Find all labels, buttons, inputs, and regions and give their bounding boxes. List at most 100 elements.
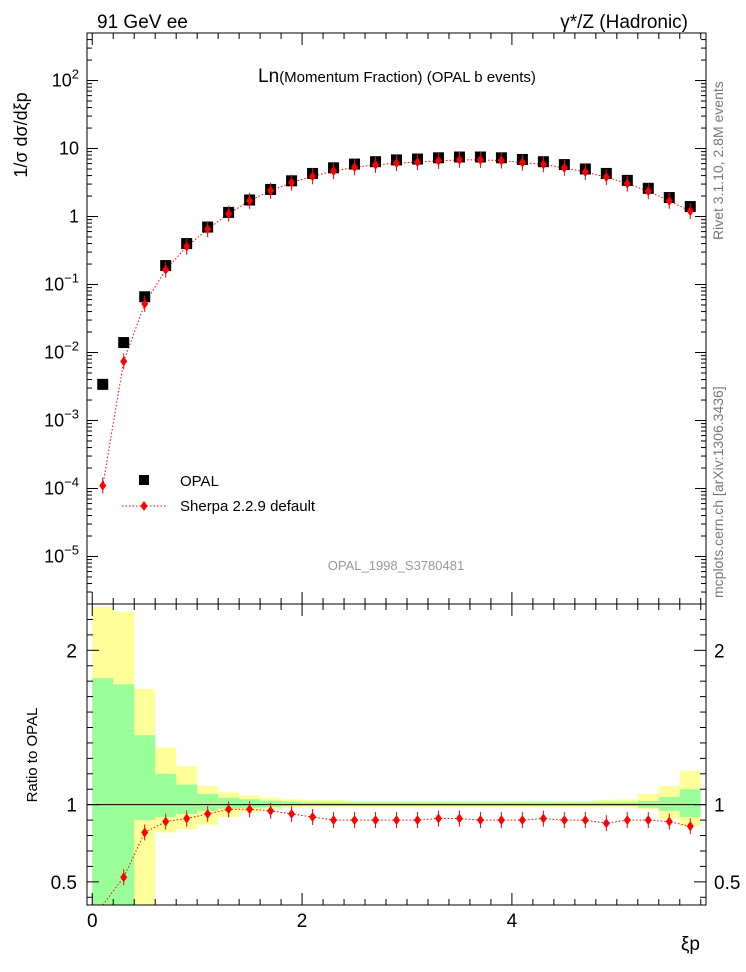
ratio-point (686, 821, 694, 832)
sherpa-point (497, 155, 505, 166)
opal-points (97, 151, 696, 390)
sherpa-point (434, 155, 442, 166)
ratio-axis-label: Ratio to OPAL (24, 708, 41, 803)
sherpa-point (393, 158, 400, 169)
main-y-ticks: 10−5 10−4 10−3 10−2 10−1 1 10 102 (44, 32, 706, 605)
sherpa-point (686, 206, 694, 217)
ratio-point (351, 815, 359, 826)
sherpa-point (665, 195, 673, 206)
ratio-point (120, 872, 128, 883)
ratio-point (665, 816, 673, 827)
ratio-point (183, 813, 191, 824)
ratio-point (623, 815, 631, 826)
ratio-point (644, 815, 652, 826)
ratio-point (330, 815, 338, 826)
ratio-inner-band-bin (155, 773, 177, 818)
opal-point (97, 378, 109, 390)
sherpa-point (413, 157, 421, 168)
legend-sherpa-label: Sherpa 2.2.9 default (180, 498, 316, 515)
main-y-tick-label: 1 (69, 207, 79, 227)
y-axis-label-text: 1/σ dσ/dξp (11, 92, 31, 177)
sherpa-point (288, 177, 296, 188)
sherpa-point (120, 356, 128, 367)
main-y-tick-label: 102 (52, 67, 79, 91)
ratio-panel: 0.5 0.5 1 1 2 2 0 2 4 Ratio to OPAL ξp (24, 603, 740, 955)
sherpa-point (246, 195, 254, 206)
ratio-point (246, 804, 254, 815)
plot-title-prefix: Ln (258, 66, 279, 87)
ratio-point (560, 815, 568, 826)
ratio-point (455, 813, 463, 824)
sherpa-point (351, 162, 359, 173)
sherpa-point (162, 264, 170, 275)
ratio-y-tick-label: 1 (66, 796, 77, 817)
ratio-point (288, 808, 296, 819)
ratio-outer-band (92, 607, 701, 905)
ratio-plot-frame (86, 603, 707, 906)
ratio-y-ticks: 0.5 0.5 1 1 2 2 (51, 618, 740, 898)
ratio-point (497, 815, 505, 826)
main-x-ticks (91, 33, 702, 604)
ratio-point (434, 813, 442, 824)
main-y-tick-label: 10 (59, 139, 79, 159)
sherpa-point (141, 298, 149, 309)
legend: OPAL Sherpa 2.2.9 default (122, 473, 316, 515)
sherpa-point (183, 241, 191, 252)
ratio-inner-band-bin (176, 784, 198, 814)
header-right: γ*/Z (Hadronic) (560, 12, 688, 33)
x-axis-label: ξp (681, 934, 700, 955)
legend-sherpa-marker (140, 501, 148, 511)
main-panel: 10−5 10−4 10−3 10−2 10−1 1 10 102 Ln(Momentum F… (11, 32, 707, 605)
y-axis-label: 1/σ dσ/dξp (11, 92, 31, 177)
main-y-tick-label: 10−5 (44, 542, 79, 566)
sherpa-point (99, 480, 107, 491)
ratio-x-ticks: 0 2 4 (87, 604, 702, 932)
ratio-inner-band-bin (92, 678, 114, 905)
ratio-inner-band-bin (281, 801, 303, 807)
ratio-point (225, 804, 233, 815)
ratio-point (204, 808, 212, 819)
side-label-rivet: Rivet 3.1.10, 2.8M events (710, 81, 726, 240)
header-left: 91 GeV ee (97, 12, 188, 33)
sherpa-point (372, 159, 380, 170)
sherpa-line (102, 159, 691, 486)
ratio-point (372, 815, 380, 826)
plot-title-rest: (Momentum Fraction) (OPAL b events) (279, 69, 536, 86)
main-y-tick-label: 10−2 (44, 338, 79, 362)
ratio-inner-band-bin (197, 793, 219, 811)
ratio-point (476, 815, 484, 826)
ratio-point (518, 815, 526, 826)
sherpa-point (581, 167, 589, 178)
sherpa-point (644, 186, 652, 197)
side-label-mcplots: mcplots.cern.ch [arXiv:1306.3436] (710, 386, 726, 598)
ratio-y-tick-label-right: 1 (714, 796, 725, 817)
legend-opal-label: OPAL (180, 473, 219, 490)
opal-point (118, 337, 130, 349)
sherpa-point (309, 171, 317, 182)
ratio-y-tick-label: 2 (66, 641, 77, 662)
x-tick-label: 2 (297, 911, 308, 932)
sherpa-point (225, 208, 233, 219)
ratio-y-tick-label-right: 0.5 (714, 873, 740, 894)
ratio-point (393, 815, 400, 826)
ratio-inner-band-bin (658, 796, 680, 811)
ratio-inner-band-bin (134, 735, 156, 821)
ratio-point (267, 805, 275, 816)
ratio-inner-band-bin (113, 684, 135, 905)
ratio-point (309, 812, 317, 823)
sherpa-point (560, 162, 568, 173)
ratio-point (539, 813, 547, 824)
sherpa-point (518, 157, 526, 168)
ratio-point (602, 818, 610, 829)
main-y-tick-label: 10−1 (44, 271, 79, 295)
x-tick-label: 0 (87, 911, 98, 932)
ratio-point (162, 816, 170, 827)
ratio-point (581, 815, 589, 826)
x-tick-label: 4 (507, 911, 518, 932)
ratio-y-tick-label: 0.5 (51, 873, 77, 894)
sherpa-point (539, 159, 547, 170)
legend-opal-marker (139, 475, 149, 485)
sherpa-point (455, 154, 463, 165)
sherpa-point (267, 185, 275, 196)
